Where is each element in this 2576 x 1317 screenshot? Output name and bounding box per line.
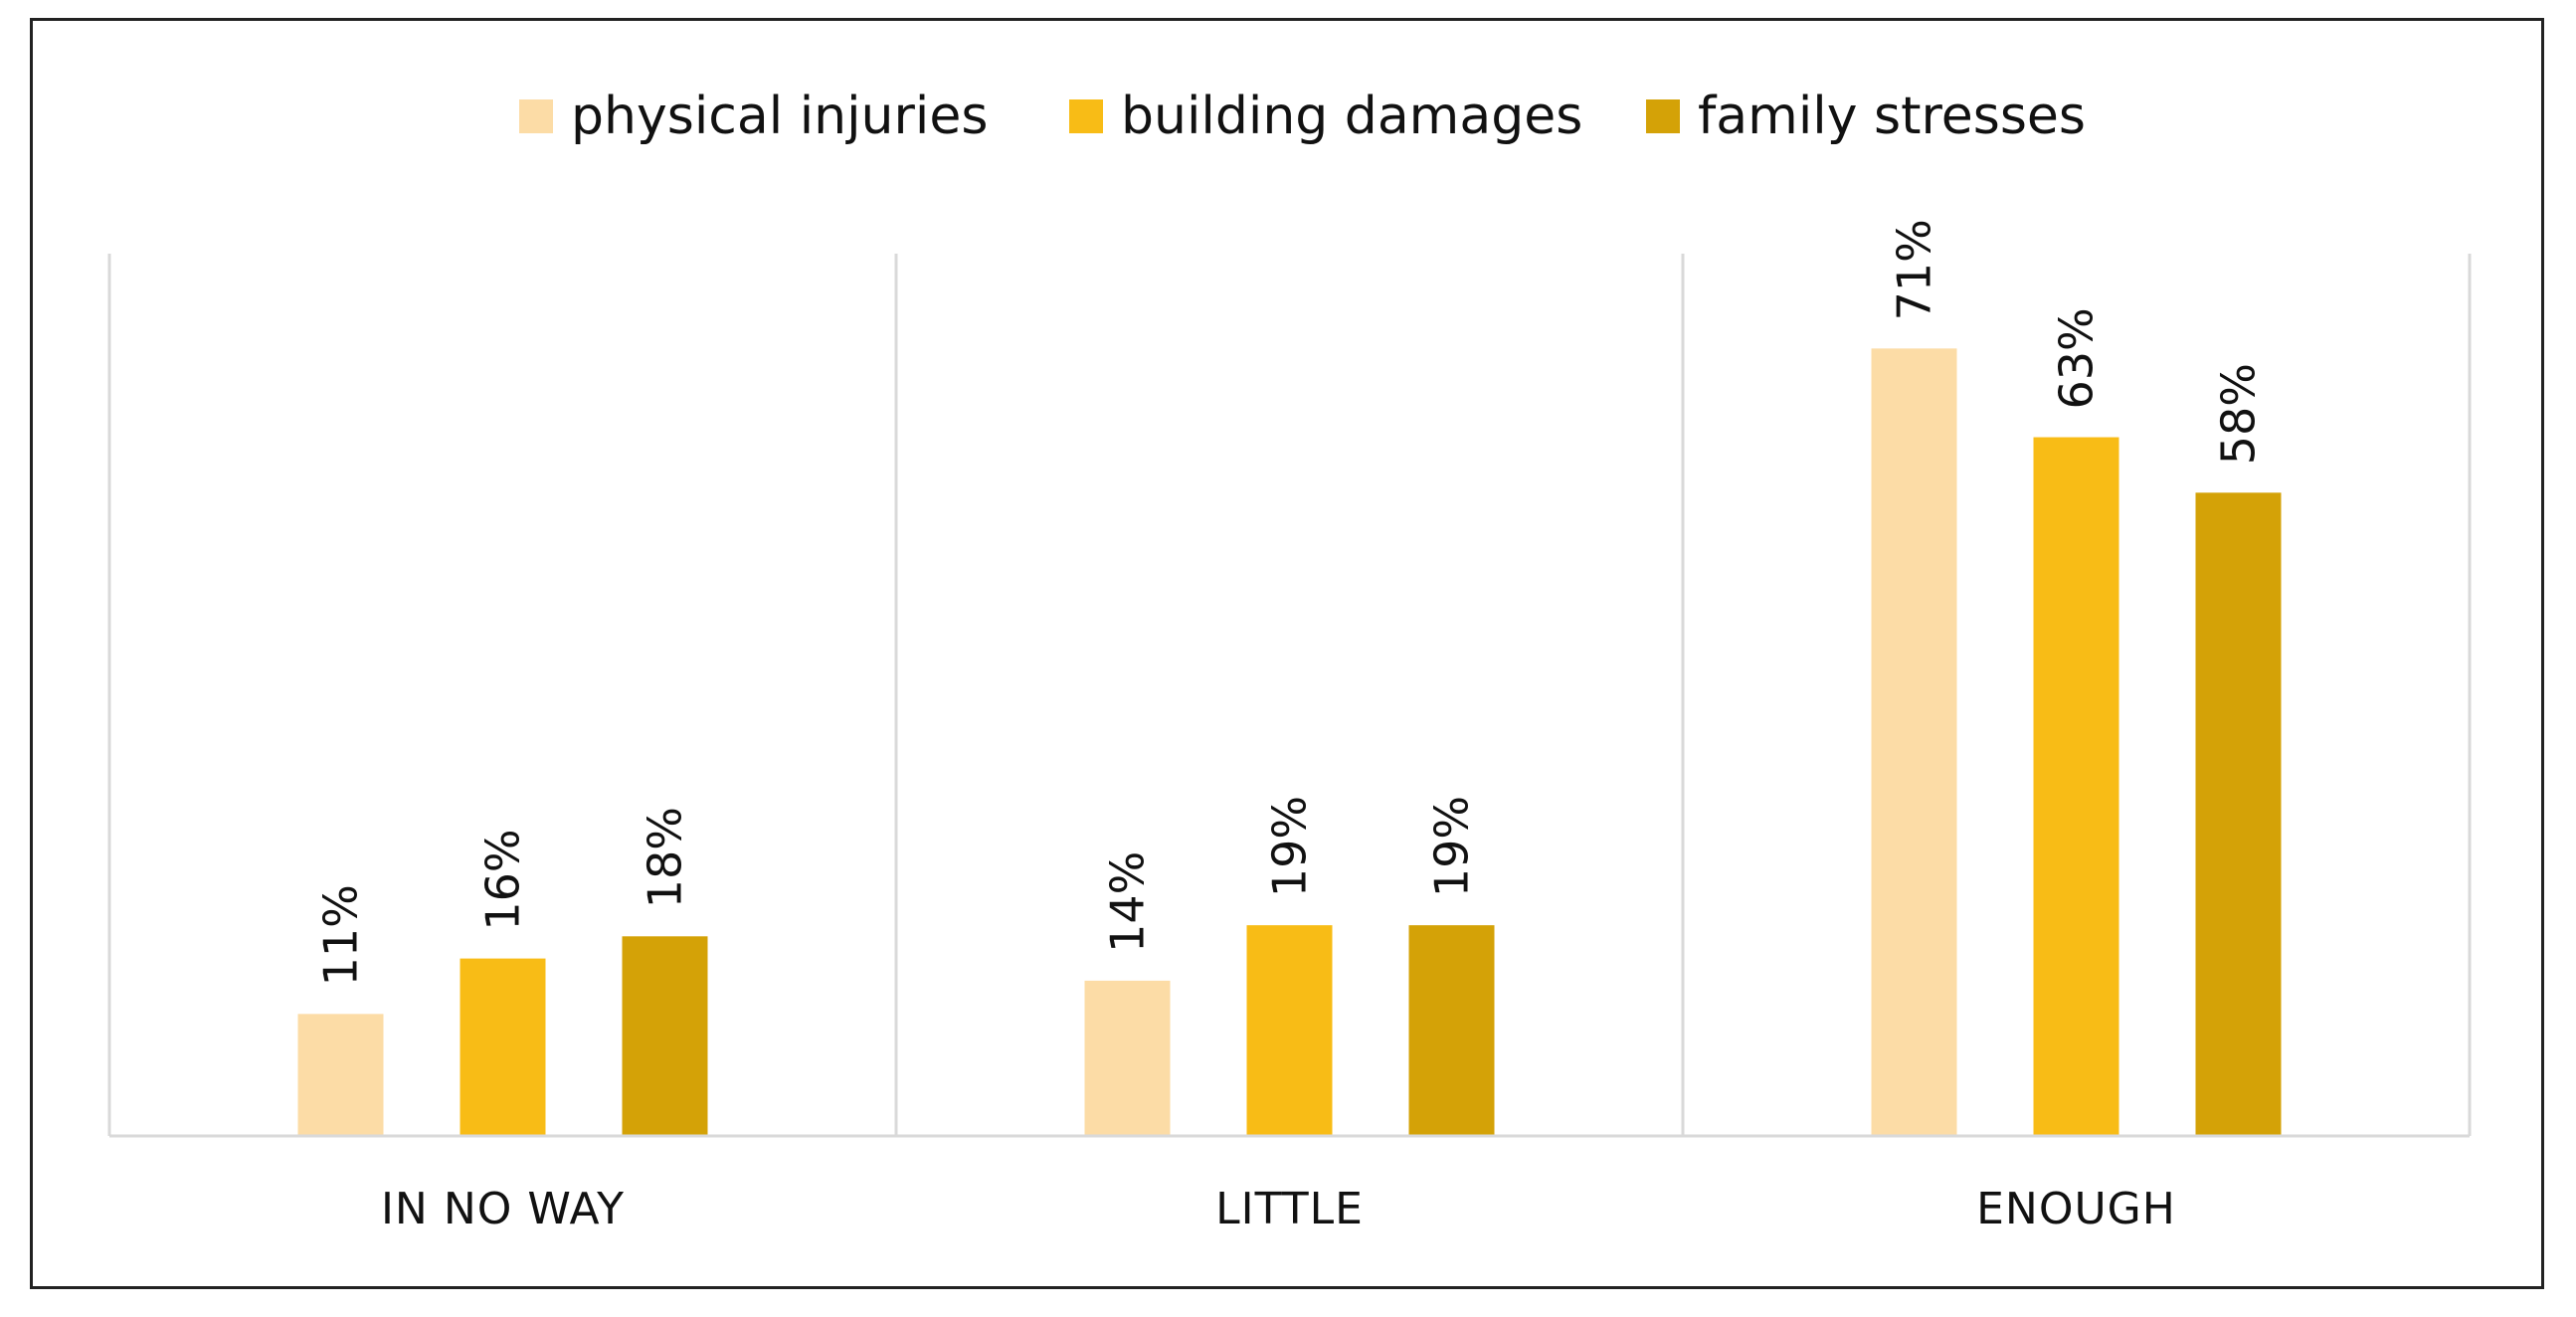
data-label: 19%	[1263, 796, 1317, 897]
data-label: 71%	[1888, 219, 1941, 320]
bar-building-damages-enough	[2033, 437, 2119, 1136]
category-labels: IN NO WAY LITTLE ENOUGH	[381, 1184, 2176, 1234]
bar-family-stresses-in-no-way	[622, 936, 708, 1136]
data-labels: 11% 16% 18% 14% 19% 19% 71% 63% 58%	[314, 219, 2266, 986]
category-label-enough: ENOUGH	[1976, 1184, 2176, 1234]
legend-label-building-damages: building damages	[1121, 87, 1582, 146]
data-label: 11%	[314, 884, 368, 986]
data-label: 14%	[1101, 851, 1155, 953]
bar-family-stresses-little	[1408, 925, 1495, 1136]
data-label: 63%	[2050, 307, 2104, 409]
bar-building-damages-little	[1246, 925, 1333, 1136]
legend: physical injuries building damages family …	[519, 87, 2086, 146]
category-label-little: LITTLE	[1215, 1184, 1364, 1234]
legend-swatch-family-stresses	[1646, 99, 1680, 133]
legend-label-physical-injuries: physical injuries	[571, 87, 988, 146]
bar-physical-injuries-little	[1084, 980, 1171, 1136]
category-label-in-no-way: IN NO WAY	[381, 1184, 625, 1234]
data-label: 19%	[1425, 796, 1479, 897]
data-label: 16%	[476, 829, 530, 930]
legend-swatch-physical-injuries	[519, 99, 553, 133]
bar-family-stresses-enough	[2195, 492, 2282, 1136]
legend-swatch-building-damages	[1069, 99, 1103, 133]
bar-building-damages-in-no-way	[460, 958, 546, 1136]
bar-physical-injuries-enough	[1871, 348, 1957, 1137]
data-label: 18%	[639, 807, 692, 908]
category-separators	[107, 254, 2472, 1136]
data-label: 58%	[2212, 363, 2266, 465]
legend-label-family-stresses: family stresses	[1698, 87, 2086, 146]
bars	[297, 348, 2282, 1137]
bar-physical-injuries-in-no-way	[297, 1014, 384, 1136]
